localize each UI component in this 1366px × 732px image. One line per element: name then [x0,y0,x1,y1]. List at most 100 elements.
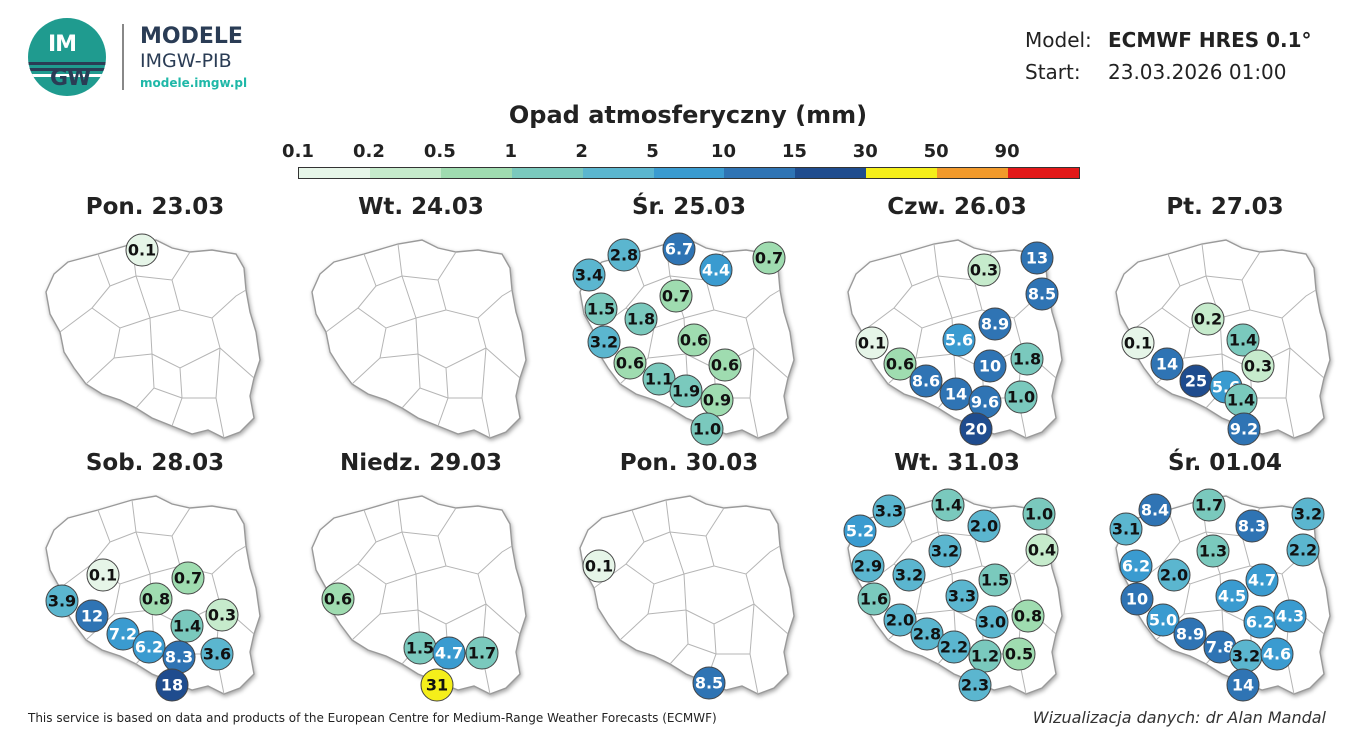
legend-tick-label: 2 [575,141,588,162]
day-title: Wt. 31.03 [894,450,1020,476]
voivodeship-border [325,509,377,589]
voivodeship-border [1129,253,1181,333]
precip-value-bubble: 14 [1226,668,1260,702]
voivodeship-border [647,609,687,615]
precip-value-bubble: 0.6 [708,348,742,382]
voivodeship-border [59,509,111,589]
precip-value-bubble: 3.9 [45,584,79,618]
legend-tick-label: 0.1 [282,141,314,162]
precip-value-bubble: 1.5 [584,292,618,326]
voivodeship-border [861,253,913,333]
day-title: Pon. 23.03 [85,194,225,220]
precip-value-bubble: 5.0 [1146,603,1180,637]
precip-value-bubble: 8.9 [1173,617,1207,651]
day-title: Śr. 25.03 [631,194,747,220]
voivodeship-border [1183,609,1223,615]
voivodeship-border [915,353,955,359]
legend-segment [369,168,441,178]
precip-value-bubble: 1.8 [624,302,658,336]
precip-value-bubble: 0.2 [1191,302,1225,336]
poland-map [574,484,804,704]
legend-tick-label: 5 [646,141,659,162]
legend-colorbar [298,167,1080,179]
precip-value-bubble: 2.0 [967,509,1001,543]
voivodeship-border [153,387,183,399]
precip-value-bubble: 1.4 [931,488,965,522]
precip-value-bubble: 6.2 [1119,549,1153,583]
voivodeship-border [215,347,221,399]
precip-value-bubble: 0.6 [321,582,355,616]
precip-value-bubble: 14 [1150,347,1184,381]
precip-value-bubble: 6.2 [1243,605,1277,639]
logo-text-bottom: GW [50,66,91,91]
voivodeship-border [647,353,687,359]
precip-value-bubble: 3.1 [1109,512,1143,546]
precip-value-bubble: 8.4 [1138,493,1172,527]
legend-tick-label: 0.5 [423,141,456,162]
legend-tick-label: 1 [504,141,517,162]
precip-value-bubble: 4.7 [432,636,466,670]
precip-value-bubble: 0.1 [125,233,159,267]
legend-tick-label: 90 [994,141,1020,162]
precip-value-bubble: 3.3 [872,494,906,528]
precip-value-bubble: 1.9 [669,374,703,408]
precip-value-bubble: 1.0 [690,412,724,446]
precip-value-bubble: 31 [420,668,454,702]
legend-segment [724,168,796,178]
precip-value-bubble: 0.3 [205,598,239,632]
precip-value-bubble: 0.7 [659,279,693,313]
precip-value-bubble: 3.2 [587,325,621,359]
day-title: Wt. 24.03 [358,194,484,220]
poland-map-svg [45,239,261,439]
precip-value-bubble: 6.7 [662,232,696,266]
brand-url-link[interactable]: modele.imgw.pl [140,76,248,90]
imgw-logo: IM GW [28,18,106,96]
voivodeship-border [1183,353,1223,359]
legend-segment [440,168,512,178]
precip-value-bubble: 3.6 [200,637,234,671]
precip-value-bubble: 0.5 [1002,637,1036,671]
precip-value-bubble: 2.9 [851,549,885,583]
model-value: ECMWF HRES 0.1° [1108,28,1312,52]
author-credit: Wizualizacja danych: dr Alan Mandal [1032,708,1326,727]
precip-value-bubble: 1.0 [1004,380,1038,414]
model-label: Model: [1025,28,1092,52]
voivodeship-border [325,253,377,333]
precip-value-bubble: 10 [973,349,1007,383]
voivodeship-border [419,387,449,399]
precip-value-bubble: 0.8 [139,582,173,616]
voivodeship-border [113,353,153,359]
start-label: Start: [1025,60,1081,84]
voivodeship-border [683,573,755,625]
legend-segment [937,168,1009,178]
precip-value-bubble: 4.5 [1215,579,1249,613]
precip-value-bubble: 1.6 [857,582,891,616]
day-title: Czw. 26.03 [887,194,1027,220]
precip-value-bubble: 1.8 [1010,342,1044,376]
poland-map [40,228,270,448]
voivodeship-border [379,609,419,615]
precip-value-bubble: 5.2 [843,514,877,548]
legend-tick-label: 0.2 [352,141,385,162]
precip-value-bubble: 0.6 [613,346,647,380]
precip-value-bubble: 3.2 [1291,497,1325,531]
voivodeship-border [59,253,111,333]
precip-value-bubble: 0.6 [677,323,711,357]
precip-value-bubble: 3.2 [892,558,926,592]
precip-value-bubble: 1.2 [968,639,1002,673]
legend-tick-label: 10 [710,141,736,162]
voivodeship-border [749,603,755,655]
legend-segment [511,168,583,178]
precip-value-bubble: 8.9 [978,307,1012,341]
precip-value-bubble: 5.6 [942,323,976,357]
country-outline [579,495,795,695]
day-title: Śr. 01.04 [1167,450,1283,476]
legend-segment [1008,168,1079,178]
brand-subtitle: IMGW-PIB [140,50,232,72]
legend-tick-label: 50 [923,141,949,162]
precip-value-bubble: 1.5 [403,631,437,665]
precip-value-bubble: 3.2 [1229,639,1263,673]
day-title: Pon. 30.03 [619,450,759,476]
poland-map-svg [311,239,527,439]
precip-value-bubble: 2.3 [958,668,992,702]
